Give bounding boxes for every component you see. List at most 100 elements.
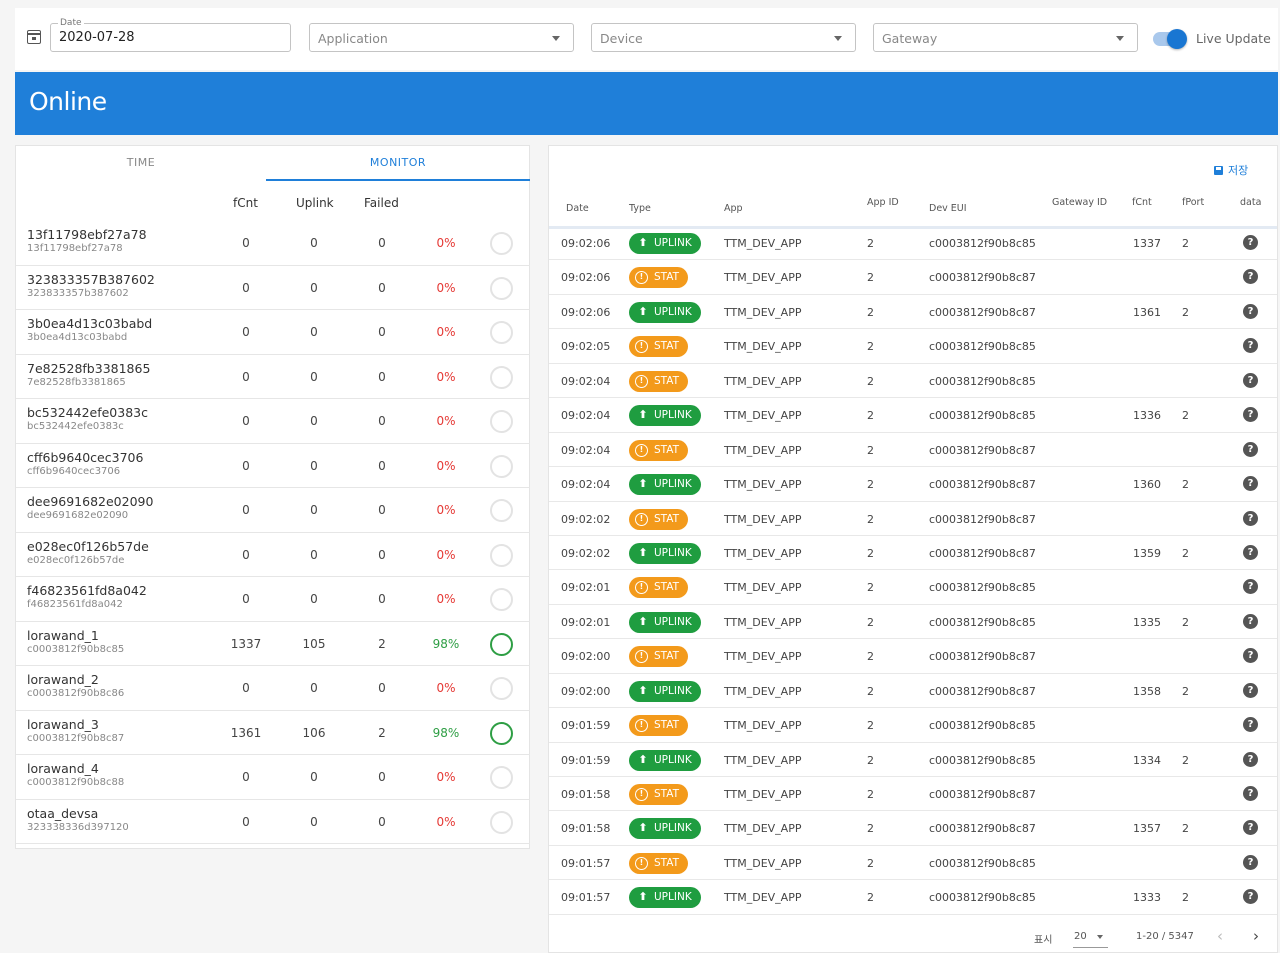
list-item[interactable]: lorawand_4 c0003812f90b8c88 0 0 0 0% (16, 755, 530, 800)
help-icon[interactable]: ? (1243, 407, 1258, 423)
list-item[interactable]: lorawand_3 c0003812f90b8c87 1361 106 2 98% (16, 711, 530, 755)
help-icon[interactable]: ? (1243, 717, 1258, 733)
column-header-failed: Failed (364, 196, 399, 210)
device-eui: 323338336d397120 (27, 821, 129, 833)
list-item[interactable]: cff6b9640cec3706 cff6b9640cec3706 0 0 0 0% (16, 444, 530, 488)
help-icon[interactable]: ? (1243, 682, 1258, 698)
table-row[interactable]: 09:02:04 ⬆ UPLINK TTM_DEV_APP 2 c0003812f90b8… (549, 467, 1277, 502)
table-row[interactable]: 09:02:04! STAT TTM_DEV_APP 2 c0003812f90b8c8… (549, 364, 1277, 399)
table-row[interactable]: 09:02:06 ⬆ UPLINK TTM_DEV_APP 2 c0003812f90b8… (549, 295, 1277, 330)
table-row[interactable]: 09:02:00! STAT TTM_DEV_APP 2 c0003812f90b8c8… (549, 639, 1277, 674)
device-select[interactable]: Device (591, 23, 856, 52)
type-label: STAT (654, 340, 680, 353)
help-icon[interactable]: ? (1243, 510, 1258, 526)
help-icon[interactable]: ? (1243, 269, 1258, 285)
live-update-toggle[interactable] (1153, 29, 1187, 49)
uplink-value: 0 (310, 414, 318, 428)
table-row[interactable]: 09:01:59 ⬆ UPLINK TTM_DEV_APP 2 c0003812f90b8… (549, 743, 1277, 777)
help-icon[interactable]: ? (1243, 820, 1258, 836)
status-ring-icon (490, 721, 513, 745)
table-row[interactable]: 09:02:00 ⬆ UPLINK TTM_DEV_APP 2 c0003812f90b8… (549, 674, 1277, 709)
fcnt-value: 0 (242, 770, 250, 784)
row-date: 09:02:02 (561, 512, 611, 526)
save-button[interactable]: 저장 (1214, 162, 1248, 178)
list-item[interactable]: 323833357B387602 323833357b387602 0 0 0 0% (16, 266, 530, 310)
rows-per-page-select[interactable]: 20 (1074, 931, 1087, 942)
table-row[interactable]: 09:02:01 ⬆ UPLINK TTM_DEV_APP 2 c0003812f90b8… (549, 605, 1277, 640)
help-icon[interactable]: ? (1243, 889, 1258, 905)
uplink-value: 0 (310, 681, 318, 695)
list-item[interactable]: otaa_devsa 323338336d397120 0 0 0 0% (16, 800, 530, 844)
list-item[interactable]: 13f11798ebf27a78 13f11798ebf27a78 0 0 0 0% (16, 221, 530, 266)
help-icon[interactable]: ? (1243, 854, 1258, 870)
table-row[interactable]: 09:01:58 ⬆ UPLINK TTM_DEV_APP 2 c0003812f90b8… (549, 811, 1277, 846)
help-icon[interactable]: ? (1243, 338, 1258, 354)
list-item[interactable]: bc532442efe0383c bc532442efe0383c 0 0 0 0% (16, 399, 530, 444)
row-app-id: 2 (867, 856, 874, 870)
help-icon[interactable]: ? (1243, 372, 1258, 388)
row-date: 09:02:06 (561, 271, 611, 285)
table-row[interactable]: 09:01:57 ⬆ UPLINK TTM_DEV_APP 2 c0003812f90b8… (549, 880, 1277, 915)
table-row[interactable]: 09:02:06 ⬆ UPLINK TTM_DEV_APP 2 c0003812f90b8… (549, 226, 1277, 261)
help-icon[interactable]: ? (1243, 476, 1258, 492)
upload-icon: ⬆ (638, 890, 648, 904)
row-app-id: 2 (867, 478, 874, 492)
table-row[interactable]: 09:01:59! STAT TTM_DEV_APP 2 c0003812f90b8c8… (549, 708, 1277, 743)
table-row[interactable]: 09:02:04 ⬆ UPLINK TTM_DEV_APP 2 c0003812f90b8… (549, 398, 1277, 433)
success-rate: 0% (436, 280, 456, 295)
upload-icon: ⬆ (638, 545, 648, 559)
help-icon[interactable]: ? (1243, 441, 1258, 457)
help-icon[interactable]: ? (1243, 613, 1258, 629)
date-field[interactable]: Date 2020-07-28 (50, 17, 291, 52)
list-item[interactable]: lorawand_1 c0003812f90b8c85 1337 105 2 98% (16, 622, 530, 666)
row-app: TTM_DEV_APP (724, 478, 802, 492)
column-header-gateway-id: Gateway ID (1052, 197, 1108, 208)
table-row[interactable]: 09:02:04! STAT TTM_DEV_APP 2 c0003812f90b8c8… (549, 433, 1277, 468)
table-row[interactable]: 09:02:02! STAT TTM_DEV_APP 2 c0003812f90b8c8… (549, 502, 1277, 536)
row-dev-eui: c0003812f90b8c85 (929, 856, 1036, 870)
list-item[interactable]: e028ec0f126b57de e028ec0f126b57de 0 0 0 0% (16, 533, 530, 577)
row-fport: 2 (1182, 409, 1189, 423)
type-badge: ⬆ UPLINK (629, 542, 701, 564)
gateway-select[interactable]: Gateway (873, 23, 1138, 52)
row-date: 09:02:04 (561, 409, 611, 423)
table-row[interactable]: 09:01:57! STAT TTM_DEV_APP 2 c0003812f90b8c8… (549, 846, 1277, 881)
fcnt-value: 0 (242, 458, 250, 473)
row-app: TTM_DEV_APP (724, 650, 802, 664)
help-icon[interactable]: ? (1243, 303, 1258, 319)
row-app-id: 2 (867, 271, 874, 285)
row-app: TTM_DEV_APP (724, 237, 802, 250)
row-dev-eui: c0003812f90b8c85 (929, 753, 1036, 767)
uplink-value: 0 (310, 458, 318, 473)
device-eui: cff6b9640cec3706 (27, 465, 121, 477)
table-row[interactable]: 09:02:05! STAT TTM_DEV_APP 2 c0003812f90b8c8… (549, 329, 1277, 364)
help-icon[interactable]: ? (1243, 579, 1258, 595)
list-item[interactable]: lorawand_2 c0003812f90b8c86 0 0 0 0% (16, 666, 530, 711)
list-item[interactable]: 3b0ea4d13c03babd 3b0ea4d13c03babd 0 0 0 0% (16, 310, 530, 355)
list-item[interactable]: f46823561fd8a042 f46823561fd8a042 0 0 0 0% (16, 577, 530, 622)
row-fport: 2 (1182, 305, 1189, 319)
help-icon[interactable]: ? (1243, 751, 1258, 767)
help-icon[interactable]: ? (1243, 648, 1258, 664)
table-row[interactable]: 09:02:02 ⬆ UPLINK TTM_DEV_APP 2 c0003812f90b8… (549, 536, 1277, 571)
type-badge: ! STAT (629, 646, 688, 668)
application-select[interactable]: Application (309, 23, 574, 52)
list-item[interactable]: 7e82528fb3381865 7e82528fb3381865 0 0 0 0% (16, 355, 530, 399)
help-icon[interactable]: ? (1243, 235, 1258, 250)
list-item[interactable]: dee9691682e02090 dee9691682e02090 0 0 0 0% (16, 488, 530, 533)
tab-time[interactable]: TIME (126, 156, 156, 169)
previous-page-icon[interactable]: ‹ (1217, 927, 1223, 945)
chevron-down-icon[interactable] (1097, 935, 1103, 939)
tab-monitor[interactable]: MONITOR (369, 156, 427, 169)
calendar-icon[interactable] (27, 30, 41, 44)
table-row[interactable]: 09:01:58! STAT TTM_DEV_APP 2 c0003812f90b8c8… (549, 777, 1277, 812)
fcnt-value: 1337 (230, 636, 262, 651)
help-icon[interactable]: ? (1243, 544, 1258, 560)
failed-value: 0 (378, 458, 386, 473)
table-row[interactable]: 09:02:01! STAT TTM_DEV_APP 2 c0003812f90b8c8… (549, 570, 1277, 605)
upload-icon: ⬆ (638, 752, 648, 766)
table-row[interactable]: 09:02:06! STAT TTM_DEV_APP 2 c0003812f90b8c8… (549, 260, 1277, 295)
help-icon[interactable]: ? (1243, 786, 1258, 801)
next-page-icon[interactable]: › (1253, 927, 1259, 945)
type-badge: ! STAT (629, 784, 688, 805)
